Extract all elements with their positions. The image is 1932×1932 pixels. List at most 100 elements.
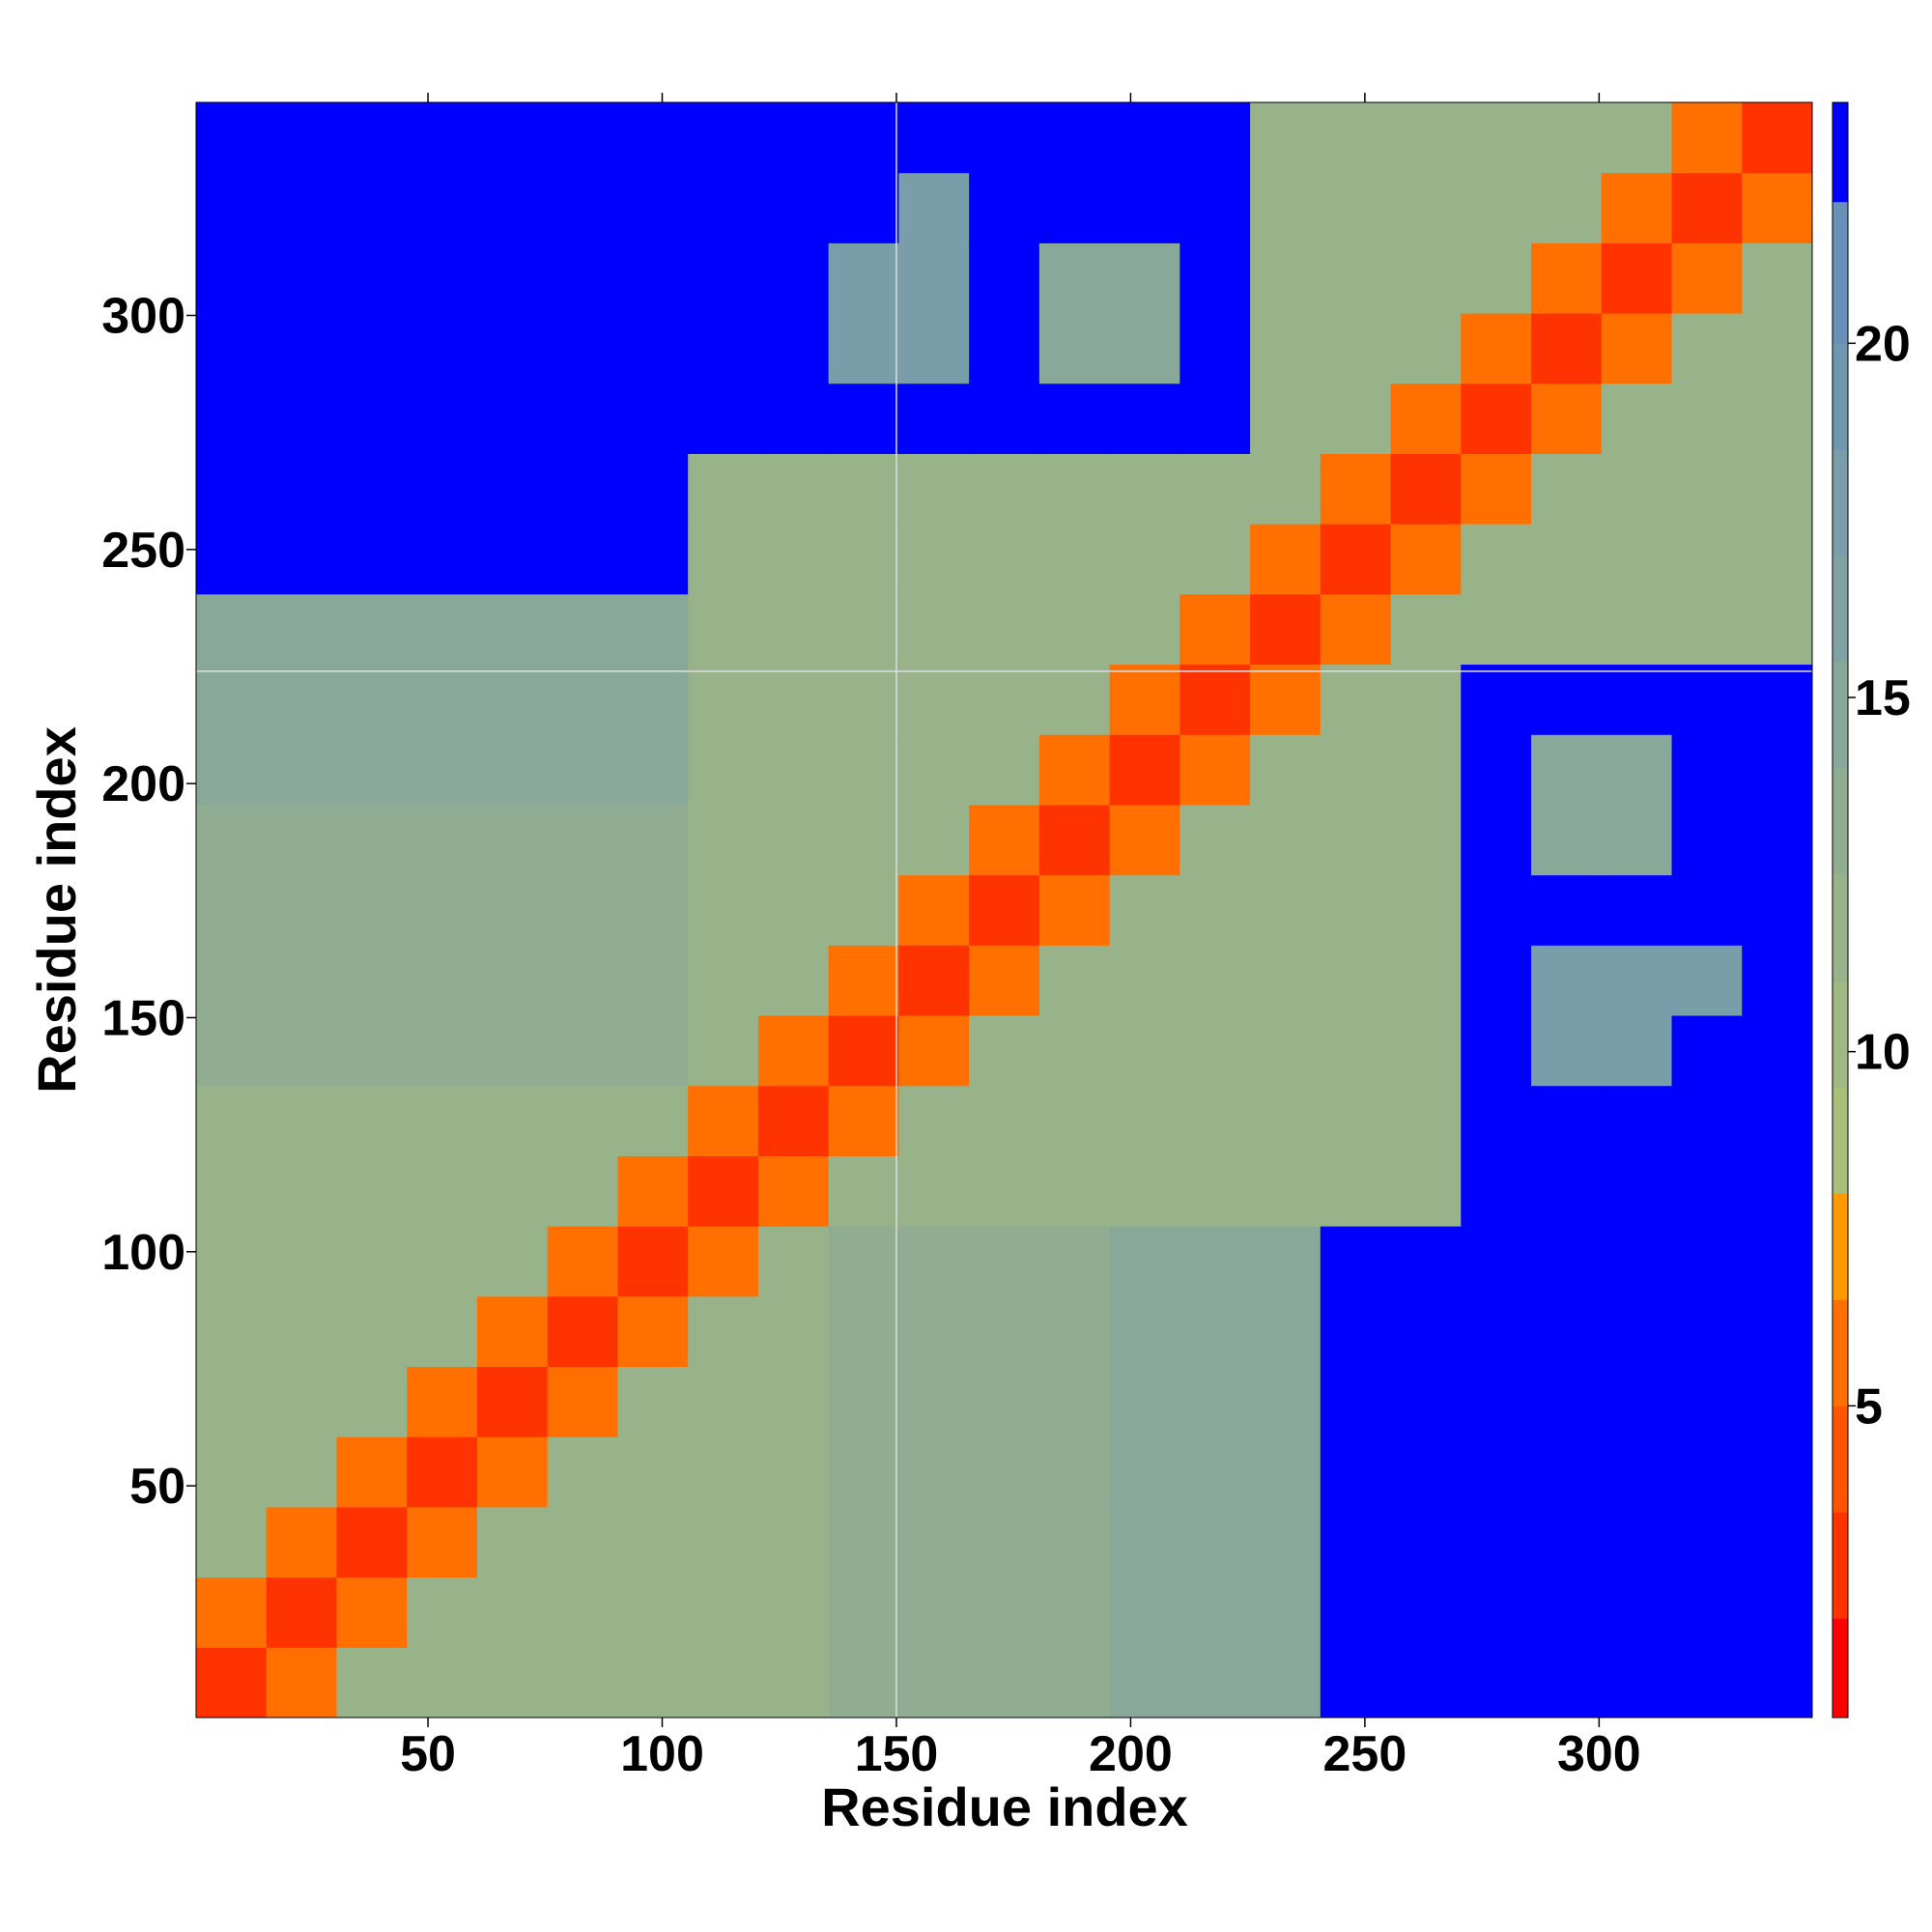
heatmap-cell (1250, 242, 1321, 314)
x-tick-label: 50 (400, 1726, 456, 1782)
heatmap-cell (1531, 313, 1603, 384)
heatmap-cell (196, 734, 268, 806)
heatmap-cell (196, 664, 268, 735)
heatmap-cell (828, 1366, 899, 1437)
heatmap-cell (547, 1366, 618, 1437)
heatmap-cell (969, 453, 1040, 525)
heatmap-cell (196, 593, 268, 666)
heatmap-cell (1601, 1015, 1673, 1087)
heatmap-cell (476, 1155, 549, 1227)
heatmap-cell (1390, 1155, 1462, 1227)
y-tick-label: 250 (101, 523, 185, 579)
heatmap-cell (828, 383, 899, 454)
heatmap-cell (1531, 102, 1603, 174)
heatmap-cell (1390, 383, 1462, 454)
heatmap-cell (757, 1647, 830, 1719)
heatmap-cell (1109, 1577, 1180, 1648)
heatmap-cells (196, 102, 1813, 1719)
heatmap-cell (828, 1155, 899, 1227)
heatmap-cell (1179, 313, 1251, 384)
colorbar-tick-label: 20 (1855, 316, 1911, 372)
colorbar-band (1833, 980, 1848, 1088)
heatmap-cell (336, 102, 408, 174)
heatmap-cell (1179, 1506, 1251, 1578)
heatmap-cell (476, 734, 549, 806)
heatmap-cell (1038, 1155, 1111, 1227)
heatmap-cell (1390, 1577, 1462, 1648)
heatmap-cell (547, 383, 618, 454)
heatmap-cell (476, 1295, 549, 1368)
heatmap-cell (688, 1085, 759, 1156)
heatmap-cell (196, 102, 268, 174)
heatmap-cell (969, 664, 1040, 735)
heatmap-cell (476, 804, 549, 876)
heatmap-cell (336, 313, 408, 384)
heatmap-cell (757, 1366, 830, 1437)
heatmap-cell (476, 102, 549, 174)
heatmap-cell (1390, 313, 1462, 384)
heatmap-cell (898, 1155, 970, 1227)
heatmap-cell (1038, 874, 1111, 946)
heatmap-cell (1742, 1436, 1813, 1508)
heatmap-cell (1179, 1577, 1251, 1648)
heatmap-cell (898, 734, 970, 806)
colorbar-tick-label: 5 (1855, 1378, 1883, 1435)
heatmap-cell (898, 453, 970, 525)
heatmap-cell (898, 945, 970, 1016)
heatmap-cell (1531, 804, 1603, 876)
heatmap-cell (407, 1155, 478, 1227)
heatmap-cell (1671, 1436, 1743, 1508)
heatmap-cell (688, 383, 759, 454)
heatmap-cell (757, 102, 830, 174)
heatmap-cell (1531, 172, 1603, 243)
heatmap-cell (1109, 664, 1180, 735)
heatmap-cell (476, 945, 549, 1016)
heatmap-cell (1742, 172, 1813, 243)
heatmap-cell (757, 524, 830, 595)
heatmap-cell (617, 1577, 689, 1648)
heatmap-cell (1461, 664, 1532, 735)
heatmap-cell (1601, 1295, 1673, 1368)
heatmap-cell (266, 1085, 337, 1156)
heatmap-cell (1461, 1085, 1532, 1156)
heatmap-cell (407, 1577, 478, 1648)
heatmap-cell (1601, 1085, 1673, 1156)
heatmap-cell (1179, 1085, 1251, 1156)
heatmap-cell (196, 1506, 268, 1578)
heatmap-cell (1109, 593, 1180, 666)
heatmap-cell (336, 1577, 408, 1648)
heatmap-cell (547, 1085, 618, 1156)
heatmap-cell (617, 102, 689, 174)
heatmap-cell (476, 593, 549, 666)
heatmap-cell (1671, 242, 1743, 314)
heatmap-cell (1531, 1226, 1603, 1297)
heatmap-cell (1671, 1366, 1743, 1437)
heatmap-cell (266, 453, 337, 525)
heatmap-cell (1320, 242, 1392, 314)
colorbar-band (1833, 1299, 1848, 1406)
heatmap-cell (1742, 242, 1813, 314)
heatmap-cell (336, 945, 408, 1016)
heatmap-cell (336, 1366, 408, 1437)
heatmap-cell (1390, 1647, 1462, 1719)
heatmap-cell (1671, 593, 1743, 666)
heatmap-cell (1601, 734, 1673, 806)
x-tick-label: 100 (620, 1726, 704, 1782)
heatmap-cell (688, 1436, 759, 1508)
heatmap-cell (336, 1436, 408, 1508)
heatmap-cell (1109, 242, 1180, 314)
heatmap-cell (196, 1295, 268, 1368)
heatmap-cell (547, 804, 618, 876)
heatmap-cell (1320, 172, 1392, 243)
heatmap-cell (407, 1506, 478, 1578)
heatmap-cell (1250, 383, 1321, 454)
heatmap-cell (1531, 1085, 1603, 1156)
heatmap-cell (1742, 1155, 1813, 1227)
heatmap-cell (898, 1295, 970, 1368)
colorbar-tick-label: 15 (1855, 670, 1911, 726)
heatmap-cell (828, 453, 899, 525)
heatmap-cell (688, 874, 759, 946)
heatmap-cell (898, 1577, 970, 1648)
